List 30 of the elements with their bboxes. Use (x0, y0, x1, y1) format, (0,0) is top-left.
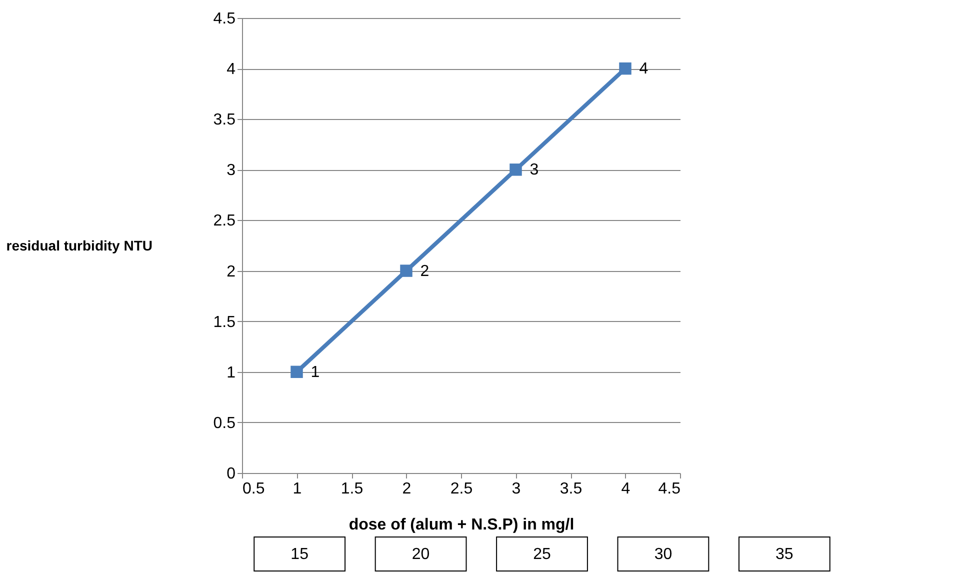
x-tick-label: 4.5 (658, 480, 681, 498)
y-tick-label: 3 (226, 162, 236, 180)
y-tick-label: 4.5 (213, 10, 236, 28)
y-axis-title: residual turbidity NTU (6, 238, 152, 254)
x-tick-label: 3.5 (560, 480, 582, 498)
y-tick-label: 1.5 (213, 314, 236, 331)
data-label: 1 (310, 364, 320, 381)
text: 25 (533, 546, 551, 563)
y-tick-label: 2.5 (213, 212, 236, 230)
x-tick-label: 2.5 (450, 480, 473, 498)
data-label: 2 (420, 262, 430, 280)
y-tick-label: 0.5 (213, 414, 236, 432)
data-label: 3 (530, 162, 539, 179)
y-tick-label: 4 (226, 61, 236, 78)
x-tick-label: 4 (621, 480, 630, 498)
x-tick-label: 1 (292, 480, 302, 498)
x-tick-label: 3 (512, 480, 521, 498)
x-tick-label: 1.5 (340, 480, 364, 498)
x-axis-title: dose of (alum + N.S.P) in mg/l (348, 516, 574, 534)
x-tick-label: 2 (402, 480, 412, 498)
x-tick-label: 0.5 (242, 480, 265, 498)
y-tick-label: 2 (226, 263, 236, 280)
y-tick-label: 0 (226, 466, 236, 482)
text: 30 (654, 546, 672, 563)
data-label: 4 (639, 60, 648, 78)
y-tick-label: 1 (226, 364, 236, 382)
y-tick-label: 3.5 (213, 112, 236, 129)
text: 15 (290, 546, 309, 563)
text: 20 (412, 546, 430, 563)
text: 35 (776, 546, 794, 563)
